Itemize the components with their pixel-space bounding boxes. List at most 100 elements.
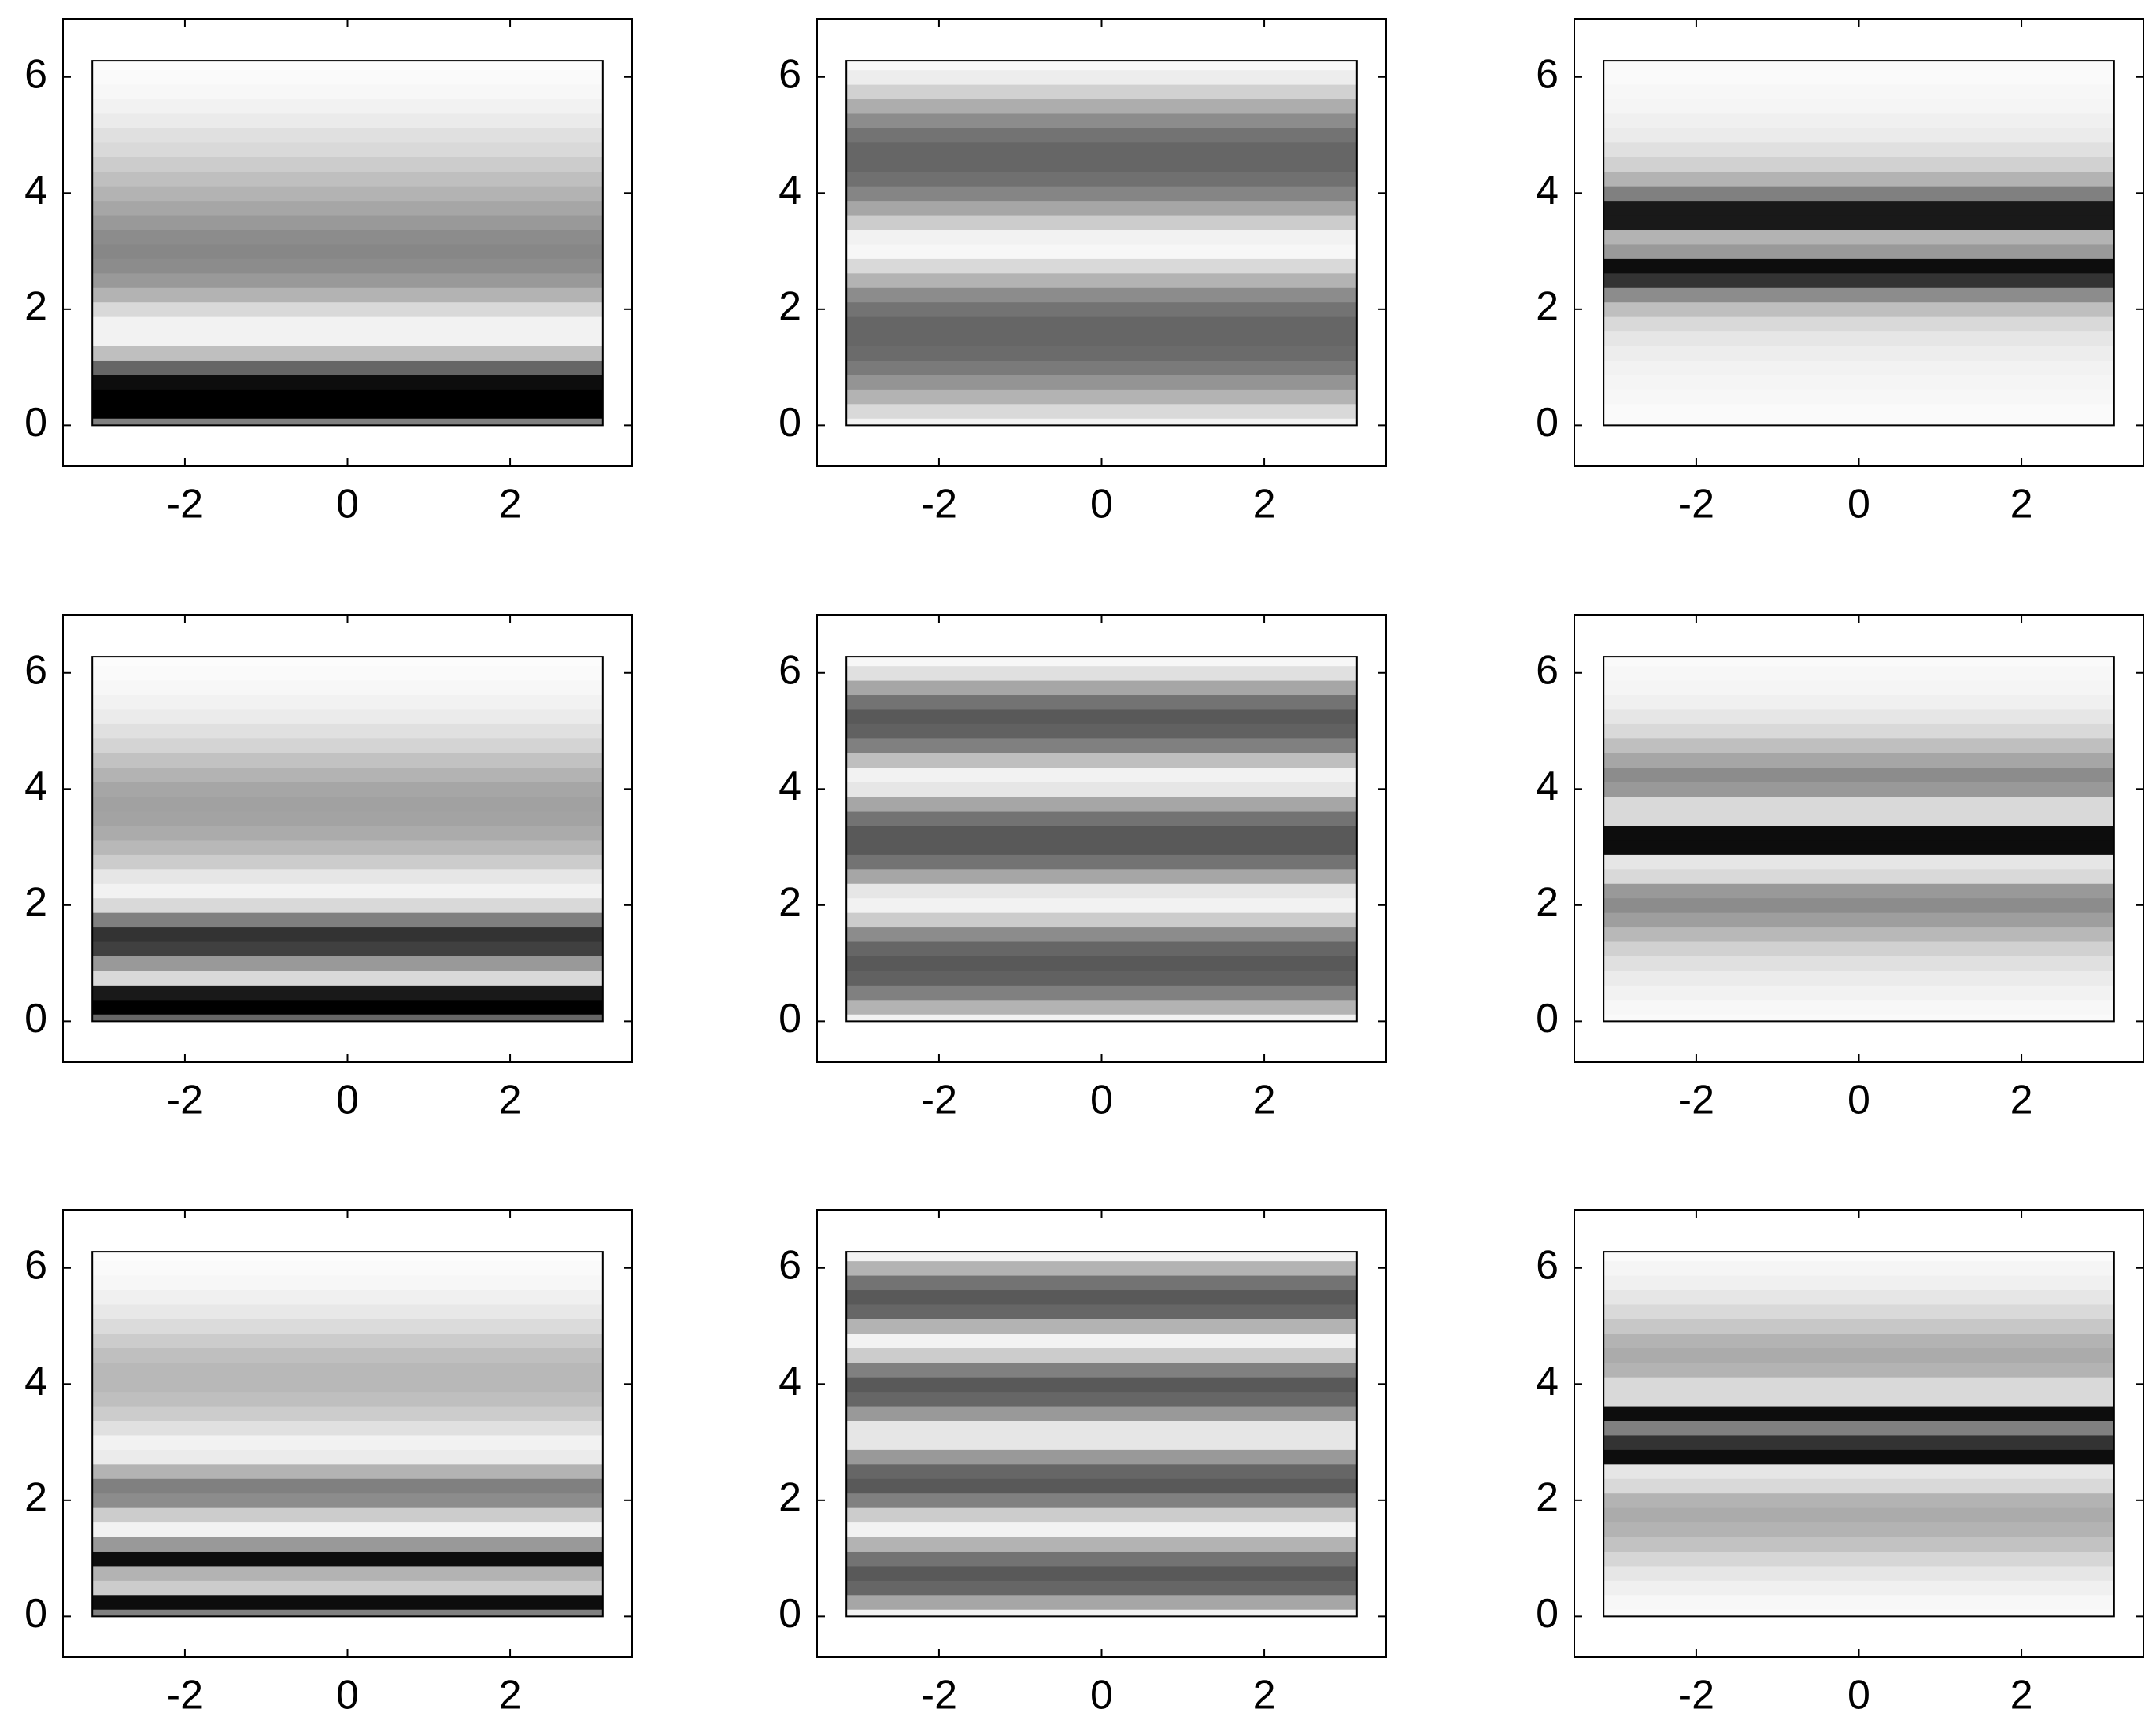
- data-frame: [845, 1251, 1358, 1618]
- y-tick-label: 0: [1536, 400, 1559, 446]
- x-tick-label: 2: [499, 1673, 522, 1718]
- density-band: [92, 1594, 603, 1610]
- density-band: [846, 825, 1357, 841]
- x-tick-label: -2: [921, 1078, 957, 1123]
- density-band: [846, 941, 1357, 956]
- density-band: [1603, 970, 2114, 986]
- density-band: [1603, 418, 2114, 426]
- density-band: [1603, 1260, 2114, 1276]
- density-band: [1603, 374, 2114, 390]
- density-band: [846, 1536, 1357, 1552]
- x-tick-label: 0: [1090, 482, 1113, 527]
- density-band: [92, 69, 603, 85]
- density-band: [846, 1420, 1357, 1436]
- y-tick-label: 6: [24, 52, 47, 98]
- x-tick-label: 2: [2010, 482, 2033, 527]
- density-band: [846, 767, 1357, 782]
- density-band: [1603, 956, 2114, 971]
- density-band: [846, 113, 1357, 128]
- density-band: [92, 999, 603, 1015]
- density-band: [1603, 1434, 2114, 1450]
- density-band: [846, 389, 1357, 405]
- density-band: [1603, 883, 2114, 899]
- x-tick-label: -2: [1678, 1673, 1714, 1718]
- density-band: [846, 61, 1357, 71]
- density-band: [92, 61, 603, 71]
- density-band: [1603, 316, 2114, 332]
- density-band: [1603, 61, 2114, 71]
- density-band: [1603, 738, 2114, 753]
- density-band: [846, 186, 1357, 202]
- density-band: [1603, 157, 2114, 172]
- density-band: [92, 1493, 603, 1508]
- density-band: [92, 186, 603, 202]
- density-band: [846, 1434, 1357, 1450]
- density-band: [1603, 272, 2114, 288]
- density-band: [846, 1274, 1357, 1291]
- y-tick-label: 4: [1536, 1359, 1559, 1404]
- y-tick-label: 2: [778, 284, 801, 330]
- density-band: [1603, 1594, 2114, 1610]
- density-band: [846, 1289, 1357, 1305]
- density-band: [1603, 1391, 2114, 1407]
- density-band: [1603, 258, 2114, 274]
- density-band: [92, 1420, 603, 1436]
- density-band: [92, 345, 603, 361]
- density-band: [92, 927, 603, 942]
- density-band: [92, 1478, 603, 1494]
- density-band: [846, 1252, 1357, 1262]
- density-band: [92, 287, 603, 303]
- density-band: [92, 1252, 603, 1262]
- x-tick-label: 2: [2010, 1673, 2033, 1718]
- density-band: [1603, 98, 2114, 114]
- y-tick-label: 0: [778, 1591, 801, 1637]
- density-band: [1603, 941, 2114, 956]
- density-band: [846, 723, 1357, 739]
- density-band: [846, 665, 1357, 681]
- density-band: [92, 1565, 603, 1581]
- density-band: [1603, 229, 2114, 245]
- density-band: [846, 1304, 1357, 1319]
- density-band: [1603, 1522, 2114, 1537]
- density-band: [92, 897, 603, 913]
- density-band: [1603, 1377, 2114, 1393]
- density-band: [1603, 69, 2114, 85]
- density-band: [1603, 1420, 2114, 1436]
- density-band: [92, 229, 603, 245]
- density-band: [92, 418, 603, 426]
- data-frame: [1603, 656, 2115, 1023]
- density-band: [92, 738, 603, 753]
- y-tick-label: 4: [24, 764, 47, 809]
- y-tick-label: 6: [24, 1243, 47, 1289]
- density-band: [846, 854, 1357, 870]
- density-band: [1603, 403, 2114, 419]
- density-band: [846, 1507, 1357, 1523]
- density-band: [92, 694, 603, 710]
- density-band: [1603, 912, 2114, 928]
- density-band: [846, 1348, 1357, 1363]
- density-band: [92, 839, 603, 855]
- density-band: [92, 83, 603, 100]
- density-band: [92, 1391, 603, 1407]
- x-tick-label: 0: [1847, 482, 1870, 527]
- x-tick-label: -2: [921, 1673, 957, 1718]
- density-band: [1603, 331, 2114, 346]
- x-tick-label: 2: [1253, 482, 1276, 527]
- density-band: [92, 272, 603, 288]
- data-frame: [1603, 1251, 2115, 1618]
- density-band: [846, 782, 1357, 797]
- density-band: [1603, 723, 2114, 739]
- x-tick-label: 0: [1090, 1078, 1113, 1123]
- density-band: [1603, 1014, 2114, 1022]
- density-band: [846, 287, 1357, 303]
- density-band: [846, 738, 1357, 753]
- density-band: [92, 767, 603, 782]
- density-band: [1603, 1565, 2114, 1581]
- density-band: [846, 128, 1357, 143]
- density-band: [1603, 1463, 2114, 1479]
- density-band: [1603, 1252, 2114, 1262]
- y-tick-label: 4: [1536, 168, 1559, 213]
- density-band: [1603, 753, 2114, 768]
- density-band: [92, 1377, 603, 1393]
- density-band: [92, 258, 603, 274]
